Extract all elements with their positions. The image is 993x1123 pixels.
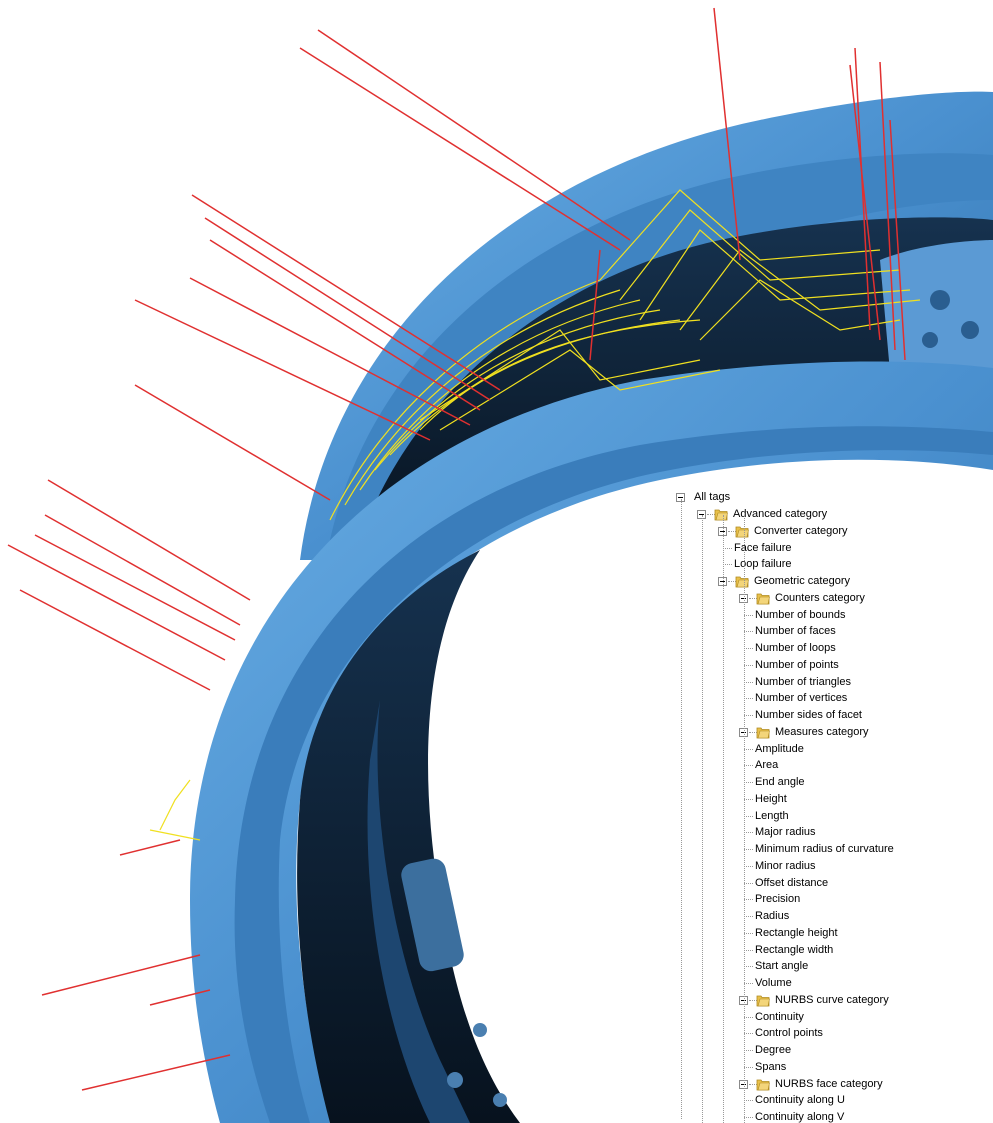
collapse-toggle[interactable] [739, 1079, 748, 1089]
tree-node-label: Major radius [755, 826, 816, 839]
tree-node-label: Rectangle height [755, 926, 838, 939]
tree-connector [744, 966, 753, 968]
tree-connector [744, 1050, 753, 1051]
tree-connector [744, 882, 753, 884]
tree-node-label: Control points [755, 1027, 823, 1040]
tree-node-label: Loop failure [734, 558, 792, 571]
tree-connector [744, 1033, 753, 1035]
tree-node-label: Length [755, 809, 789, 822]
tree-node-label: Measures category [775, 725, 869, 738]
tree-guide-line [681, 499, 682, 1119]
tree-node-label: Offset distance [755, 876, 829, 889]
tree-guide-line [702, 515, 703, 1123]
tree-guide-line [723, 515, 724, 1123]
tree-connector [723, 564, 732, 566]
tree-node-label: Minor radius [755, 859, 816, 872]
tree-connector [744, 782, 753, 783]
folder-icon [756, 994, 770, 1007]
tree-connector [744, 664, 753, 666]
tree-node-label: Height [755, 792, 787, 805]
collapse-toggle[interactable] [718, 577, 727, 586]
tree-node-label: Number of triangles [755, 675, 851, 688]
folder-icon [735, 575, 749, 588]
tree-node-label: Geometric category [754, 575, 850, 587]
tree-connector [744, 698, 753, 700]
tree-connector [744, 815, 753, 817]
tree-connector [744, 932, 753, 934]
tree-connector [723, 547, 732, 549]
tree-node-label: Spans [755, 1060, 787, 1073]
tree-connector [744, 865, 753, 867]
tree-connector [707, 514, 715, 515]
tree-connector [728, 530, 736, 532]
tree-connector [744, 715, 753, 716]
tool-axis-lines [7, 7, 906, 1091]
folder-icon [756, 1078, 770, 1091]
tree-node-label: Number of faces [755, 625, 836, 638]
tree-node-label: Area [755, 759, 779, 772]
tree-node-label: Amplitude [755, 742, 804, 755]
tree-connector [749, 731, 757, 733]
tree-node-label: Converter category [754, 524, 848, 537]
machined-part [190, 91, 993, 1123]
tree-node-label: Counters category [775, 591, 865, 604]
tree-node-label: Number of loops [755, 642, 836, 654]
tree-connector [744, 1016, 753, 1018]
tree-node-label: Advanced category [733, 508, 828, 520]
tree-connector [744, 832, 753, 834]
tree-node-label: Number of points [755, 658, 839, 671]
tree-connector [744, 631, 753, 633]
tree-node-label: Number sides of facet [755, 709, 862, 721]
tree-node-label: End angle [755, 776, 805, 788]
collapse-toggle[interactable] [739, 593, 748, 603]
tree-node-label: Start angle [755, 960, 809, 973]
tree-node-label: Degree [755, 1044, 792, 1056]
tree-node-label: Continuity [755, 1010, 804, 1023]
collapse-toggle[interactable] [739, 995, 748, 1005]
tree-connector [744, 1100, 753, 1102]
tree-connector [728, 581, 736, 582]
tree-node-label: Continuity along U [755, 1094, 845, 1107]
tag-tree[interactable]: All tags Advanced category Converter cate… [670, 487, 993, 1123]
tree-connector [744, 798, 753, 800]
folder-icon [756, 726, 770, 739]
tree-node-label: Radius [755, 910, 790, 922]
tree-connector [744, 983, 753, 984]
collapse-toggle[interactable] [676, 493, 685, 502]
tree-connector [744, 614, 753, 616]
tree-guide-line [744, 515, 745, 1123]
tree-connector [749, 999, 757, 1001]
tree-node-label: NURBS face category [775, 1077, 883, 1090]
tree-connector [744, 765, 753, 767]
tree-node-label: Continuity along V [755, 1111, 845, 1123]
tree-node-label: Number of bounds [755, 608, 846, 621]
tree-node-label: Number of vertices [755, 692, 848, 705]
tree-connector [744, 899, 753, 901]
tree-connector [744, 849, 753, 850]
tree-connector [744, 748, 753, 750]
tree-connector [749, 597, 757, 599]
tree-node-label: NURBS curve category [775, 993, 889, 1006]
tree-connector [749, 1083, 757, 1085]
tree-node-label: Rectangle width [755, 943, 834, 956]
tree-node-label: Precision [755, 893, 801, 906]
tree-node-label: Volume [755, 977, 792, 989]
tree-connector [744, 916, 753, 917]
folder-icon [735, 525, 749, 538]
tree-connector [744, 949, 753, 951]
tree-connector [744, 1117, 753, 1118]
collapse-toggle[interactable] [697, 510, 706, 519]
tree-connector [744, 1066, 753, 1068]
folder-icon [714, 508, 728, 521]
folder-icon [756, 592, 770, 605]
collapse-toggle[interactable] [739, 727, 748, 737]
tree-connector [744, 681, 753, 683]
collapse-toggle[interactable] [718, 526, 727, 536]
tree-connector [744, 648, 753, 649]
tree-root-label: All tags [694, 491, 731, 503]
tree-node-label: Face failure [734, 541, 792, 554]
tree-node-label: Minimum radius of curvature [755, 843, 894, 855]
